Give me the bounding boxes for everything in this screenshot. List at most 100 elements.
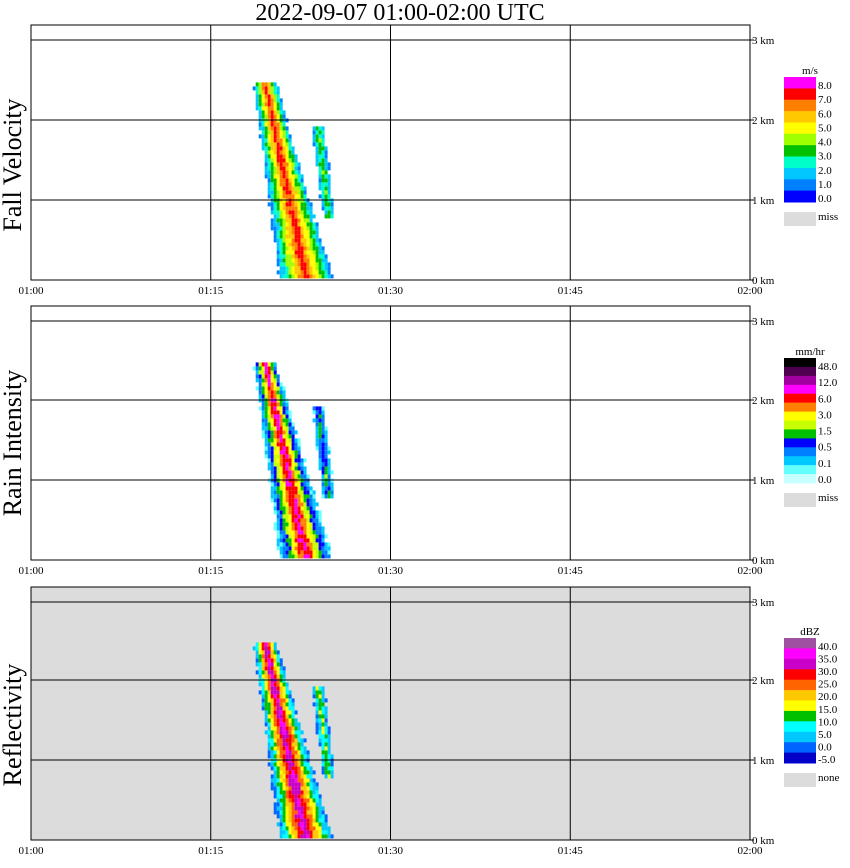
data-cell	[294, 494, 298, 499]
data-cell	[291, 514, 295, 519]
data-cell	[288, 826, 292, 831]
data-cell	[324, 534, 328, 539]
data-cell	[291, 190, 295, 195]
data-cell	[306, 254, 310, 259]
data-cell	[279, 178, 283, 183]
data-cell	[294, 790, 298, 795]
data-cell	[273, 662, 277, 667]
data-cell	[282, 250, 286, 255]
data-cell	[321, 694, 325, 699]
data-cell	[273, 442, 277, 447]
data-cell	[270, 686, 274, 691]
data-cell	[282, 754, 286, 759]
data-cell	[309, 782, 313, 787]
data-cell	[273, 370, 277, 375]
data-cell	[279, 786, 283, 791]
data-cell	[291, 174, 295, 179]
colorbar-swatch	[784, 393, 816, 404]
data-cell	[309, 794, 313, 799]
data-cell	[300, 482, 304, 487]
data-cell	[273, 778, 277, 783]
data-cell	[318, 250, 322, 255]
colorbar-swatch	[784, 88, 816, 101]
data-cell	[300, 774, 304, 779]
y-tick-label: 2 km	[752, 395, 775, 407]
data-cell	[327, 494, 331, 499]
data-cell	[291, 510, 295, 515]
data-cell	[267, 374, 271, 379]
data-cell	[267, 190, 271, 195]
data-cell	[270, 670, 274, 675]
data-cell	[285, 162, 289, 167]
data-cell	[315, 146, 319, 151]
data-cell	[294, 518, 298, 523]
data-cell	[309, 814, 313, 819]
data-cell	[312, 510, 316, 515]
data-cell	[288, 490, 292, 495]
data-cell	[267, 82, 271, 87]
data-cell	[318, 834, 322, 839]
data-cell	[267, 114, 271, 119]
data-cell	[315, 786, 319, 791]
data-cell	[267, 714, 271, 719]
data-cell	[315, 690, 319, 695]
data-cell	[288, 830, 292, 835]
data-cell	[282, 738, 286, 743]
data-cell	[321, 738, 325, 743]
data-cell	[264, 134, 268, 139]
data-cell	[279, 766, 283, 771]
data-cell	[315, 694, 319, 699]
data-cell	[267, 186, 271, 191]
data-cell	[315, 418, 319, 423]
data-cell	[279, 490, 283, 495]
data-cell	[318, 826, 322, 831]
data-cell	[273, 378, 277, 383]
data-cell	[324, 150, 328, 155]
data-cell	[261, 114, 265, 119]
data-cell	[291, 238, 295, 243]
data-cell	[318, 510, 322, 515]
data-cell	[294, 178, 298, 183]
data-cell	[282, 170, 286, 175]
data-cell	[273, 710, 277, 715]
data-cell	[285, 406, 289, 411]
data-cell	[300, 766, 304, 771]
data-cell	[315, 702, 319, 707]
data-cell	[273, 686, 277, 691]
data-cell	[324, 834, 328, 839]
data-cell	[315, 250, 319, 255]
data-cell	[297, 454, 301, 459]
data-cell	[306, 514, 310, 519]
data-cell	[291, 234, 295, 239]
data-cell	[282, 818, 286, 823]
data-cell	[285, 514, 289, 519]
data-cell	[300, 742, 304, 747]
data-cell	[324, 146, 328, 151]
data-cell	[309, 542, 313, 547]
data-cell	[288, 782, 292, 787]
data-cell	[321, 706, 325, 711]
data-cell	[285, 446, 289, 451]
data-cell	[309, 262, 313, 267]
data-cell	[273, 158, 277, 163]
data-cell	[321, 146, 325, 151]
data-cell	[258, 654, 262, 659]
data-cell	[282, 462, 286, 467]
data-cell	[321, 270, 325, 275]
data-cell	[264, 110, 268, 115]
data-cell	[279, 162, 283, 167]
data-cell	[282, 130, 286, 135]
data-cell	[258, 390, 262, 395]
data-cell	[285, 766, 289, 771]
data-cell	[279, 710, 283, 715]
data-cell	[270, 218, 274, 223]
data-cell	[282, 210, 286, 215]
data-cell	[303, 818, 307, 823]
data-cell	[315, 714, 319, 719]
data-cell	[318, 522, 322, 527]
data-cell	[285, 830, 289, 835]
data-cell	[258, 658, 262, 663]
data-cell	[285, 718, 289, 723]
data-cell	[300, 834, 304, 839]
colorbar-swatch	[784, 658, 816, 670]
